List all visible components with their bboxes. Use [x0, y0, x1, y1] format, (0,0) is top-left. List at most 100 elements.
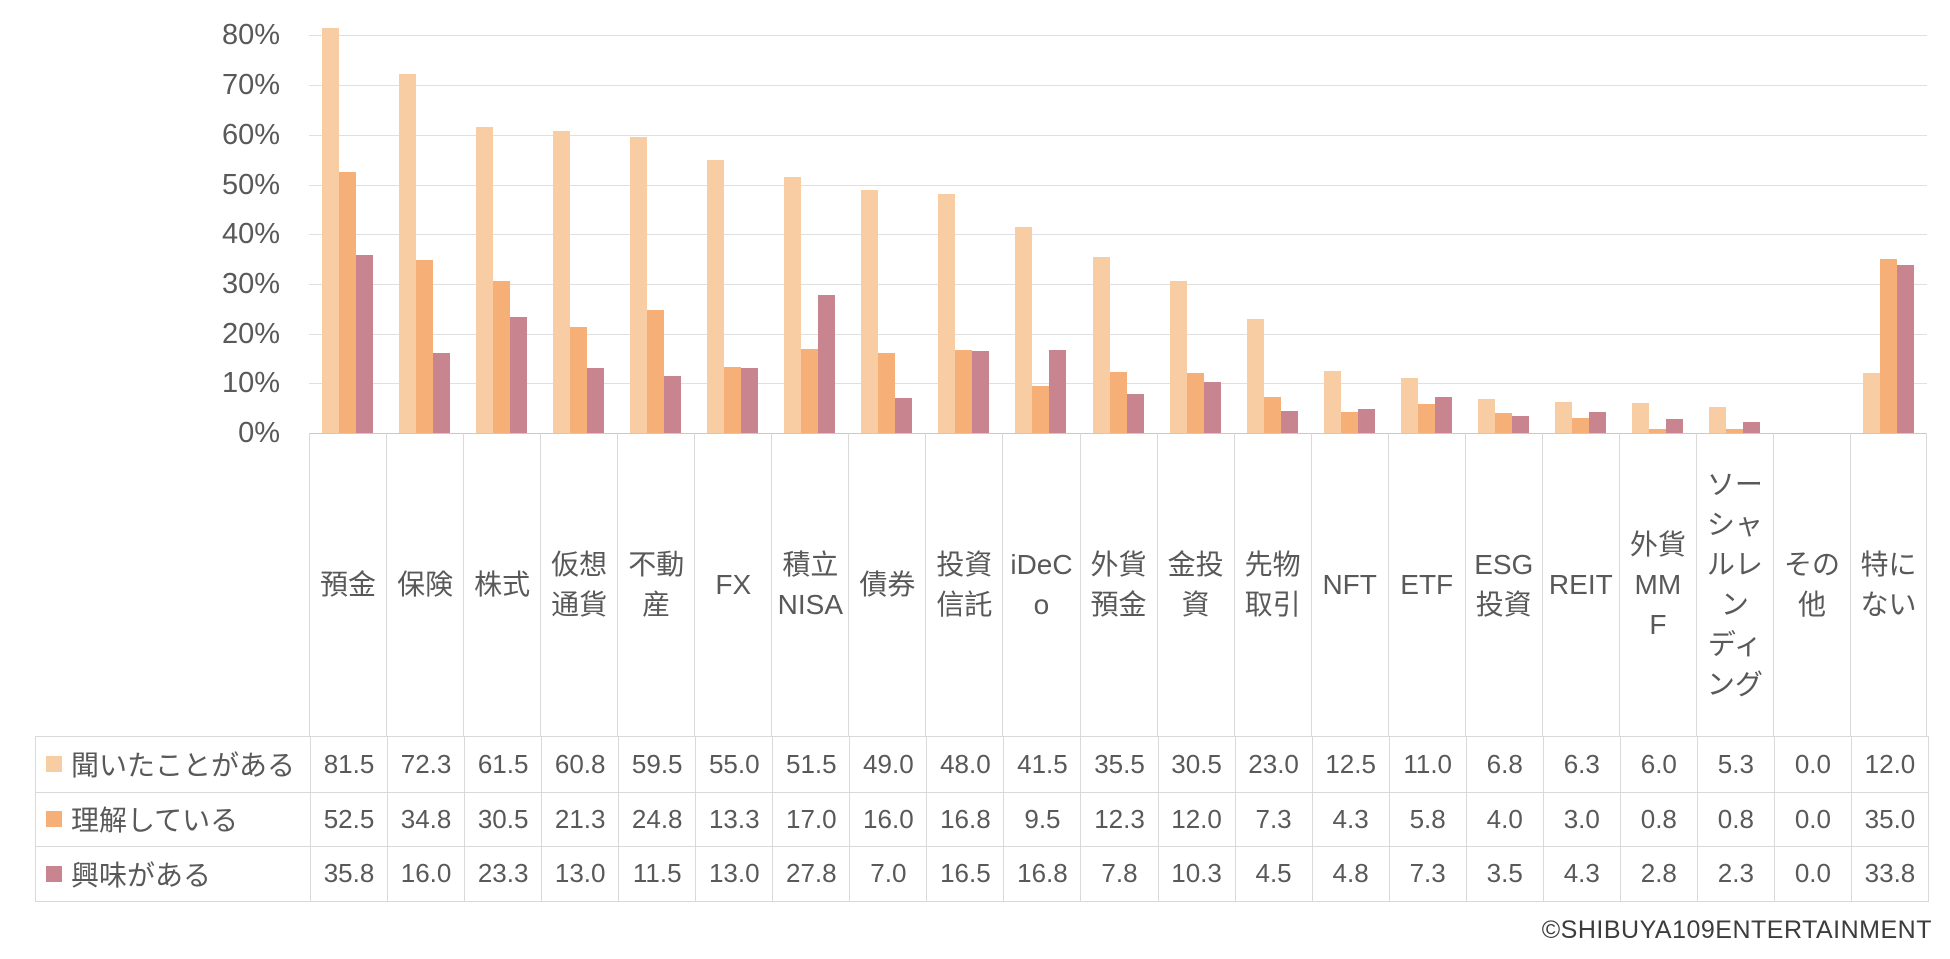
gridline [309, 234, 1927, 236]
gridline [309, 35, 1927, 37]
value-cell-仮想通貨: 21.3 [541, 792, 618, 846]
bar-FX-興味がある [741, 368, 759, 433]
legend-swatch-icon [46, 811, 62, 828]
gridline [309, 283, 1927, 285]
legend-swatch-icon [46, 865, 62, 882]
bar-保険-理解している [416, 260, 434, 433]
category-label-ETF: ETF [1387, 433, 1465, 736]
value-cell-FX: 13.3 [695, 792, 772, 846]
value-cell-iDeCo: 41.5 [1003, 737, 1080, 792]
bar-REIT-興味がある [1588, 411, 1606, 433]
value-cell-債券: 49.0 [849, 737, 926, 792]
bar-株式-理解している [493, 281, 511, 433]
bar-FX-理解している [724, 366, 742, 433]
value-cell-外貨預金: 35.5 [1080, 737, 1157, 792]
value-cell-REIT: 6.3 [1542, 737, 1620, 792]
value-cell-株式: 23.3 [464, 847, 541, 901]
value-cell-先物取引: 4.5 [1234, 847, 1312, 901]
category-label-特にない: 特に ない [1850, 433, 1928, 736]
value-cell-ソーシャルレンディング: 2.3 [1696, 847, 1774, 901]
category-label-外貨預金: 外貨 預金 [1079, 433, 1157, 736]
bar-ソーシャルレンディング-聞いたことがある [1708, 406, 1726, 433]
bar-外貨預金-興味がある [1126, 394, 1144, 433]
category-label-FX: FX [694, 433, 771, 736]
bar-ETF-聞いたことがある [1400, 378, 1418, 433]
bar-外貨MMF-理解している [1648, 429, 1666, 433]
bar-積立NISA-聞いたことがある [784, 177, 802, 433]
value-cell-先物取引: 23.0 [1234, 737, 1312, 792]
bar-REIT-聞いたことがある [1554, 401, 1572, 433]
bar-投資信託-理解している [955, 349, 973, 433]
y-axis-tick-label: 60% [221, 118, 280, 151]
value-cell-保険: 34.8 [387, 792, 464, 846]
category-label-債券: 債券 [848, 433, 925, 736]
value-cell-ETF: 11.0 [1388, 737, 1466, 792]
value-cell-保険: 16.0 [387, 847, 464, 901]
bar-預金-理解している [339, 172, 356, 433]
category-label-NFT: NFT [1310, 433, 1388, 736]
value-cell-外貨預金: 7.8 [1080, 847, 1157, 901]
bar-ESG投資-聞いたことがある [1477, 399, 1495, 433]
gridline [309, 134, 1927, 136]
value-cell-債券: 7.0 [849, 847, 926, 901]
bar-特にない-聞いたことがある [1863, 373, 1880, 433]
legend-cell: 興味がある [36, 847, 310, 901]
value-cell-不動産: 59.5 [618, 737, 695, 792]
value-cell-仮想通貨: 13.0 [541, 847, 618, 901]
category-label-保険: 保険 [386, 433, 463, 736]
bar-iDeCo-興味がある [1049, 349, 1067, 433]
table-row-興味がある: 興味がある 35.8 16.0 23.3 13.0 11.5 13.0 27.8 7.0 16.5… [36, 846, 1928, 901]
series-name: 興味がある [71, 859, 212, 891]
value-cell-仮想通貨: 60.8 [541, 737, 618, 792]
bar-仮想通貨-理解している [570, 327, 588, 433]
gridline [309, 85, 1927, 87]
bar-投資信託-聞いたことがある [938, 194, 956, 433]
value-cell-金投資: 10.3 [1157, 847, 1235, 901]
value-cell-積立NISA: 51.5 [772, 737, 849, 792]
x-axis-line [309, 433, 1927, 434]
value-cell-ESG投資: 6.8 [1465, 737, 1543, 792]
bar-ESG投資-興味がある [1511, 415, 1529, 433]
value-cell-預金: 81.5 [310, 737, 387, 792]
bar-FX-聞いたことがある [707, 159, 725, 433]
value-cell-ETF: 7.3 [1388, 847, 1466, 901]
value-cell-REIT: 3.0 [1542, 792, 1620, 846]
bar-債券-興味がある [895, 398, 913, 433]
bar-外貨預金-理解している [1109, 371, 1127, 433]
y-axis-tick-label: 50% [221, 168, 280, 201]
value-cell-NFT: 4.3 [1311, 792, 1389, 846]
bar-積立NISA-興味がある [818, 294, 836, 433]
value-cell-ソーシャルレンディング: 0.8 [1696, 792, 1774, 846]
value-cell-株式: 30.5 [464, 792, 541, 846]
legend-swatch-icon [46, 756, 62, 773]
value-cell-外貨MMF: 0.8 [1619, 792, 1697, 846]
value-cell-FX: 55.0 [695, 737, 772, 792]
bar-ソーシャルレンディング-興味がある [1742, 421, 1760, 433]
category-label-仮想通貨: 仮想 通貨 [540, 433, 617, 736]
category-label-外貨MMF: 外貨 MM F [1618, 433, 1696, 736]
legend-cell: 理解している [36, 793, 310, 847]
value-cell-特にない: 35.0 [1850, 792, 1928, 846]
bar-外貨MMF-聞いたことがある [1631, 403, 1649, 433]
series-name: 聞いたことがある [71, 750, 296, 782]
bar-先物取引-聞いたことがある [1246, 318, 1264, 433]
y-axis-tick-label: 0% [238, 417, 280, 449]
y-axis-tick-label: 70% [221, 69, 280, 102]
bar-外貨MMF-興味がある [1665, 419, 1683, 433]
value-cell-iDeCo: 9.5 [1003, 792, 1080, 846]
bar-不動産-聞いたことがある [630, 137, 648, 433]
bar-保険-興味がある [433, 353, 451, 433]
value-cell-REIT: 4.3 [1542, 847, 1620, 901]
value-cell-金投資: 12.0 [1157, 792, 1235, 846]
bar-債券-聞いたことがある [861, 189, 879, 433]
bar-株式-聞いたことがある [476, 127, 494, 433]
bar-ETF-興味がある [1434, 396, 1452, 433]
value-cell-積立NISA: 17.0 [772, 792, 849, 846]
value-cell-外貨預金: 12.3 [1080, 792, 1157, 846]
bar-ETF-理解している [1417, 404, 1435, 433]
value-cell-特にない: 12.0 [1850, 737, 1928, 792]
value-cell-投資信託: 48.0 [926, 737, 1003, 792]
value-cell-ESG投資: 4.0 [1465, 792, 1543, 846]
category-label-株式: 株式 [463, 433, 540, 736]
